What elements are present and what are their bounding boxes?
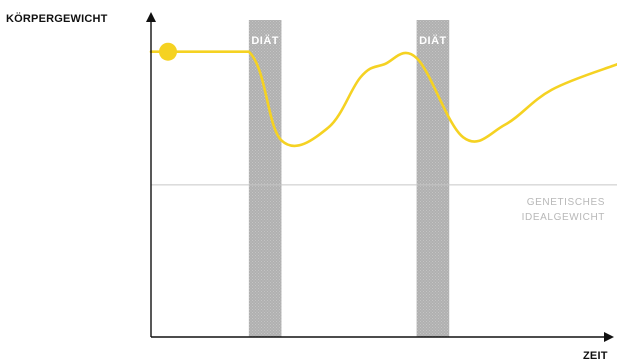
y-axis-title: KÖRPERGEWICHT	[6, 12, 108, 25]
diet-band-label: DIÄT	[251, 34, 279, 47]
x-axis-arrow-icon	[604, 332, 614, 342]
diet-bands: DIÄT DIÄT	[248, 20, 450, 337]
start-point-marker	[159, 42, 177, 61]
x-axis-title: ZEIT	[583, 350, 608, 362]
genetic-ideal-weight-reference: GENETISCHES IDEALGEWICHT	[151, 184, 617, 223]
weight-curve	[149, 42, 617, 148]
diet-band-label: DIÄT	[419, 34, 447, 47]
weight-series-line	[149, 50, 617, 148]
y-axis-arrow-icon	[146, 12, 156, 22]
axes: KÖRPERGEWICHT ZEIT	[6, 12, 614, 362]
reference-label-line: GENETISCHES	[527, 197, 605, 208]
diet-band	[416, 20, 450, 337]
reference-label-line: IDEALGEWICHT	[522, 212, 605, 223]
diet-band	[248, 20, 282, 337]
